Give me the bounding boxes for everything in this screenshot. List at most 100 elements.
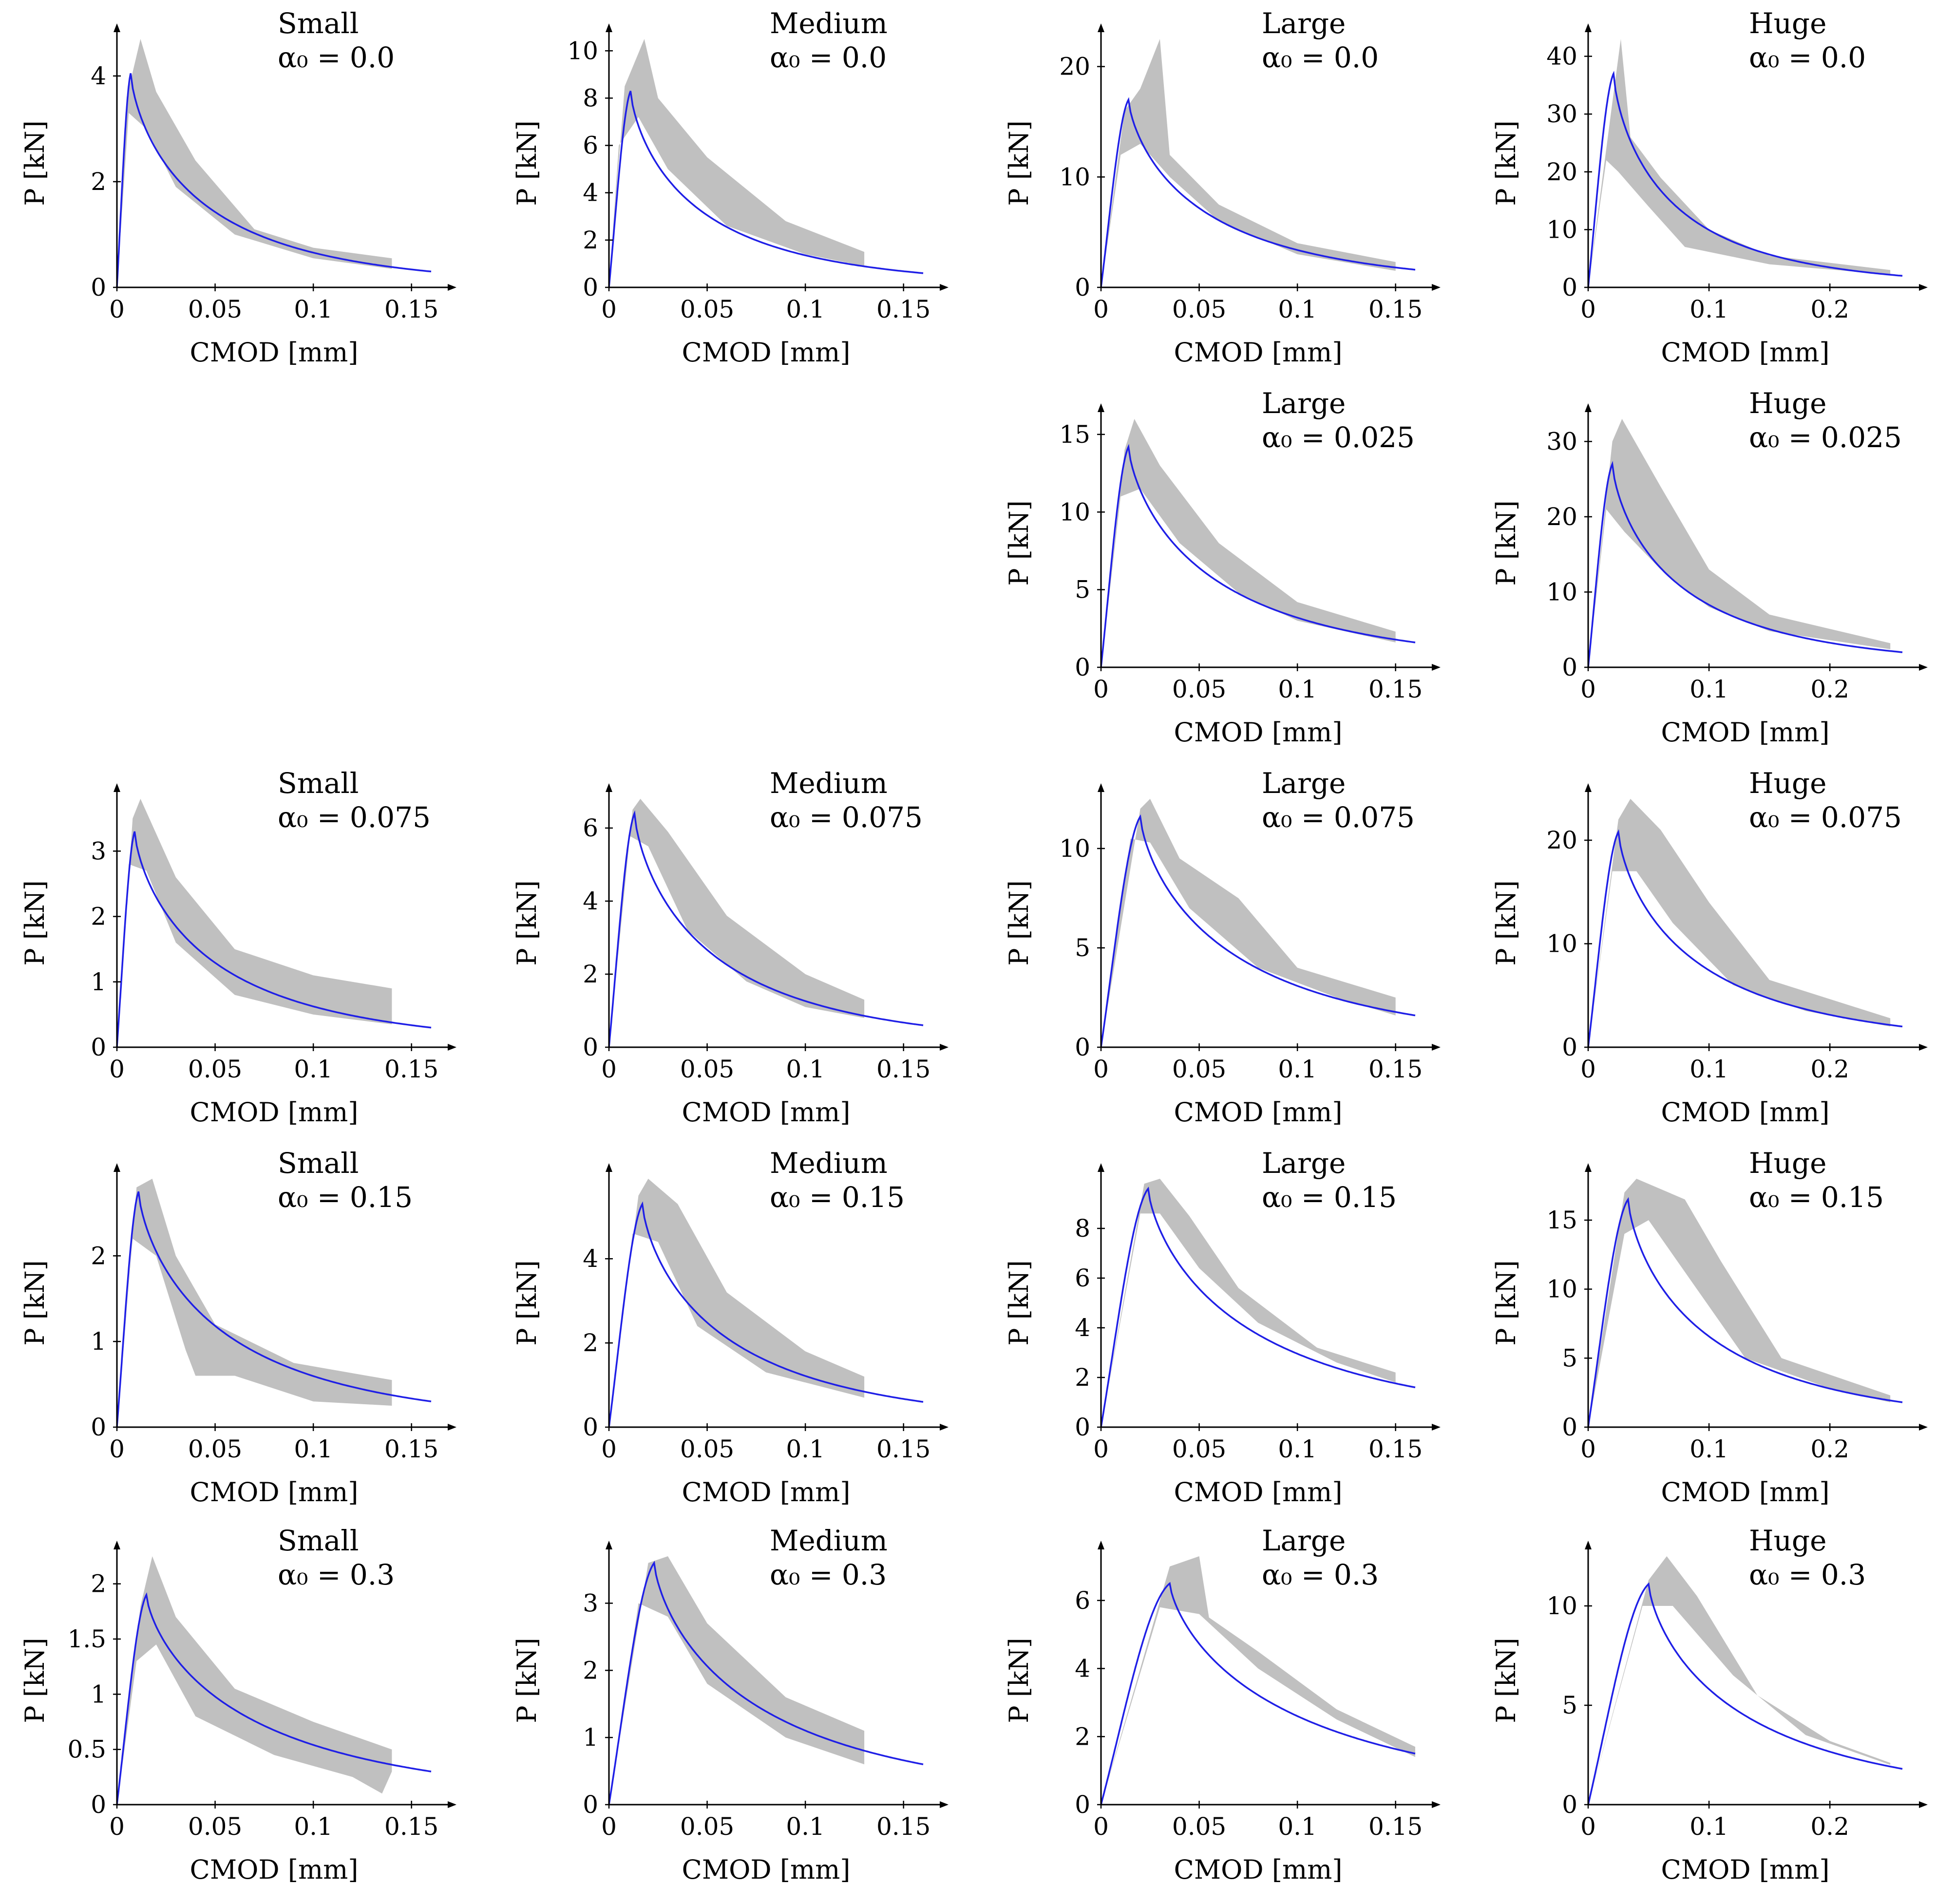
- y-tick-label: 10: [1059, 498, 1090, 526]
- experimental-band: [117, 799, 392, 1047]
- y-axis-arrow: [606, 1163, 612, 1172]
- x-tick-label: 0.05: [188, 1435, 242, 1463]
- model-curve: [608, 91, 924, 288]
- y-axis-label: P [kN]: [19, 1638, 50, 1723]
- x-axis-arrow: [1432, 1044, 1441, 1051]
- x-tick-label: 0: [1093, 1055, 1109, 1083]
- x-tick-label: 0: [601, 1812, 617, 1841]
- x-axis-label: CMOD [mm]: [1661, 337, 1830, 368]
- y-axis-arrow: [1098, 783, 1104, 792]
- y-tick-label: 10: [1546, 578, 1577, 606]
- x-tick-label: 0: [1093, 675, 1109, 703]
- experimental-band: [609, 39, 865, 287]
- y-axis-label: P [kN]: [512, 1260, 542, 1346]
- x-tick-label: 0.15: [384, 1812, 438, 1841]
- y-tick-label: 0.5: [67, 1735, 106, 1764]
- y-tick-label: 20: [1546, 158, 1577, 186]
- y-tick-label: 10: [1059, 163, 1090, 191]
- x-tick-label: 0.2: [1810, 1812, 1849, 1841]
- y-tick-label: 20: [1546, 826, 1577, 854]
- y-tick-label: 5: [1562, 1344, 1577, 1372]
- x-axis-arrow: [1919, 1424, 1928, 1431]
- y-tick-label: 0: [1075, 273, 1090, 302]
- panel-size-title: Medium: [770, 1147, 888, 1180]
- x-tick-label: 0.1: [1278, 675, 1317, 703]
- panel-alpha-title: α₀ = 0.025: [1749, 421, 1902, 454]
- panel-alpha-title: α₀ = 0.0: [1262, 41, 1379, 74]
- panel-alpha-title: α₀ = 0.3: [770, 1558, 887, 1591]
- x-axis-label: CMOD [mm]: [1661, 1097, 1830, 1128]
- y-tick-label: 40: [1546, 42, 1577, 71]
- model-curve: [1587, 829, 1903, 1048]
- x-axis-label: CMOD [mm]: [1174, 1854, 1343, 1885]
- model-curve: [608, 810, 924, 1048]
- y-tick-label: 1: [91, 1327, 106, 1356]
- x-tick-label: 0.05: [188, 295, 242, 323]
- y-tick-label: 0: [583, 1791, 598, 1819]
- panel-alpha-title: α₀ = 0.15: [770, 1181, 905, 1214]
- y-axis-label: P [kN]: [512, 1638, 542, 1723]
- x-tick-label: 0: [1580, 675, 1596, 703]
- x-axis-label: CMOD [mm]: [190, 1854, 359, 1885]
- y-axis-arrow: [1098, 23, 1104, 32]
- x-tick-label: 0: [109, 295, 125, 323]
- y-tick-label: 0: [583, 1413, 598, 1441]
- y-tick-label: 20: [1546, 503, 1577, 531]
- panel-size-title: Medium: [770, 7, 888, 40]
- y-axis-label: P [kN]: [1491, 1638, 1521, 1723]
- x-tick-label: 0.1: [1689, 1435, 1728, 1463]
- y-tick-label: 4: [1075, 1655, 1090, 1683]
- panel-alpha-title: α₀ = 0.025: [1262, 421, 1415, 454]
- x-tick-label: 0.1: [1278, 1055, 1317, 1083]
- y-axis-arrow: [114, 1541, 120, 1549]
- x-tick-label: 0.1: [294, 1812, 333, 1841]
- experimental-band: [609, 1179, 865, 1427]
- y-tick-label: 0: [1075, 1791, 1090, 1819]
- panel-alpha-title: α₀ = 0.15: [278, 1181, 413, 1214]
- y-tick-label: 2: [91, 168, 106, 196]
- x-axis-arrow: [940, 1424, 949, 1431]
- panel-size-title: Small: [278, 767, 359, 800]
- y-tick-label: 2: [91, 1570, 106, 1598]
- y-axis-arrow: [114, 23, 120, 32]
- y-tick-label: 0: [91, 1413, 106, 1441]
- x-axis-label: CMOD [mm]: [1661, 1854, 1830, 1885]
- x-tick-label: 0.15: [384, 1435, 438, 1463]
- x-axis-label: CMOD [mm]: [190, 1097, 359, 1128]
- panel-alpha-title: α₀ = 0.15: [1262, 1181, 1397, 1214]
- chart-svg: 0 0.05 0.1 0.15 0 5 10 15 CMOD [mm] P [kN] Largeα₀…: [1004, 387, 1441, 748]
- x-tick-label: 0.05: [680, 1055, 734, 1083]
- y-tick-label: 8: [1075, 1214, 1090, 1243]
- y-tick-label: 1: [91, 1680, 106, 1708]
- x-axis-arrow: [448, 1424, 456, 1431]
- y-axis-arrow: [1585, 1163, 1592, 1172]
- y-tick-label: 4: [583, 1244, 598, 1273]
- y-tick-label: 6: [583, 132, 598, 160]
- y-axis-label: P [kN]: [1491, 120, 1521, 206]
- x-axis-arrow: [1919, 1801, 1928, 1808]
- x-tick-label: 0: [1580, 1435, 1596, 1463]
- chart-panel-medium-11: 0 0.05 0.1 0.15 0 2 4 CMOD [mm] P [kN] Medium α₀ =…: [502, 1147, 969, 1525]
- chart-panel-large-16: 0 0.05 0.1 0.15 0 2 4 6 CMOD [mm] P [kN] Large α₀ =…: [994, 1524, 1461, 1902]
- panel-size-title: Large: [1262, 7, 1346, 40]
- x-tick-label: 0.1: [1278, 295, 1317, 323]
- panel-size-title: Large: [1262, 1147, 1346, 1180]
- panel-alpha-title: α₀ = 0.3: [1749, 1558, 1866, 1591]
- y-axis-label: P [kN]: [1004, 120, 1034, 206]
- experimental-band: [609, 1556, 865, 1805]
- x-axis-label: CMOD [mm]: [190, 337, 359, 368]
- x-tick-label: 0.15: [1368, 1055, 1423, 1083]
- chart-svg: 0 0.05 0.1 0.15 0 0.5 1 1.5 2 CMOD [mm] P [kN] Smal…: [19, 1524, 456, 1885]
- x-axis-label: CMOD [mm]: [1661, 1477, 1830, 1508]
- y-axis-arrow: [114, 1163, 120, 1172]
- panel-size-title: Huge: [1749, 767, 1826, 800]
- y-axis-label: P [kN]: [1004, 880, 1034, 966]
- x-tick-label: 0.2: [1810, 675, 1849, 703]
- y-tick-label: 2: [91, 1242, 106, 1270]
- x-tick-label: 0: [1093, 295, 1109, 323]
